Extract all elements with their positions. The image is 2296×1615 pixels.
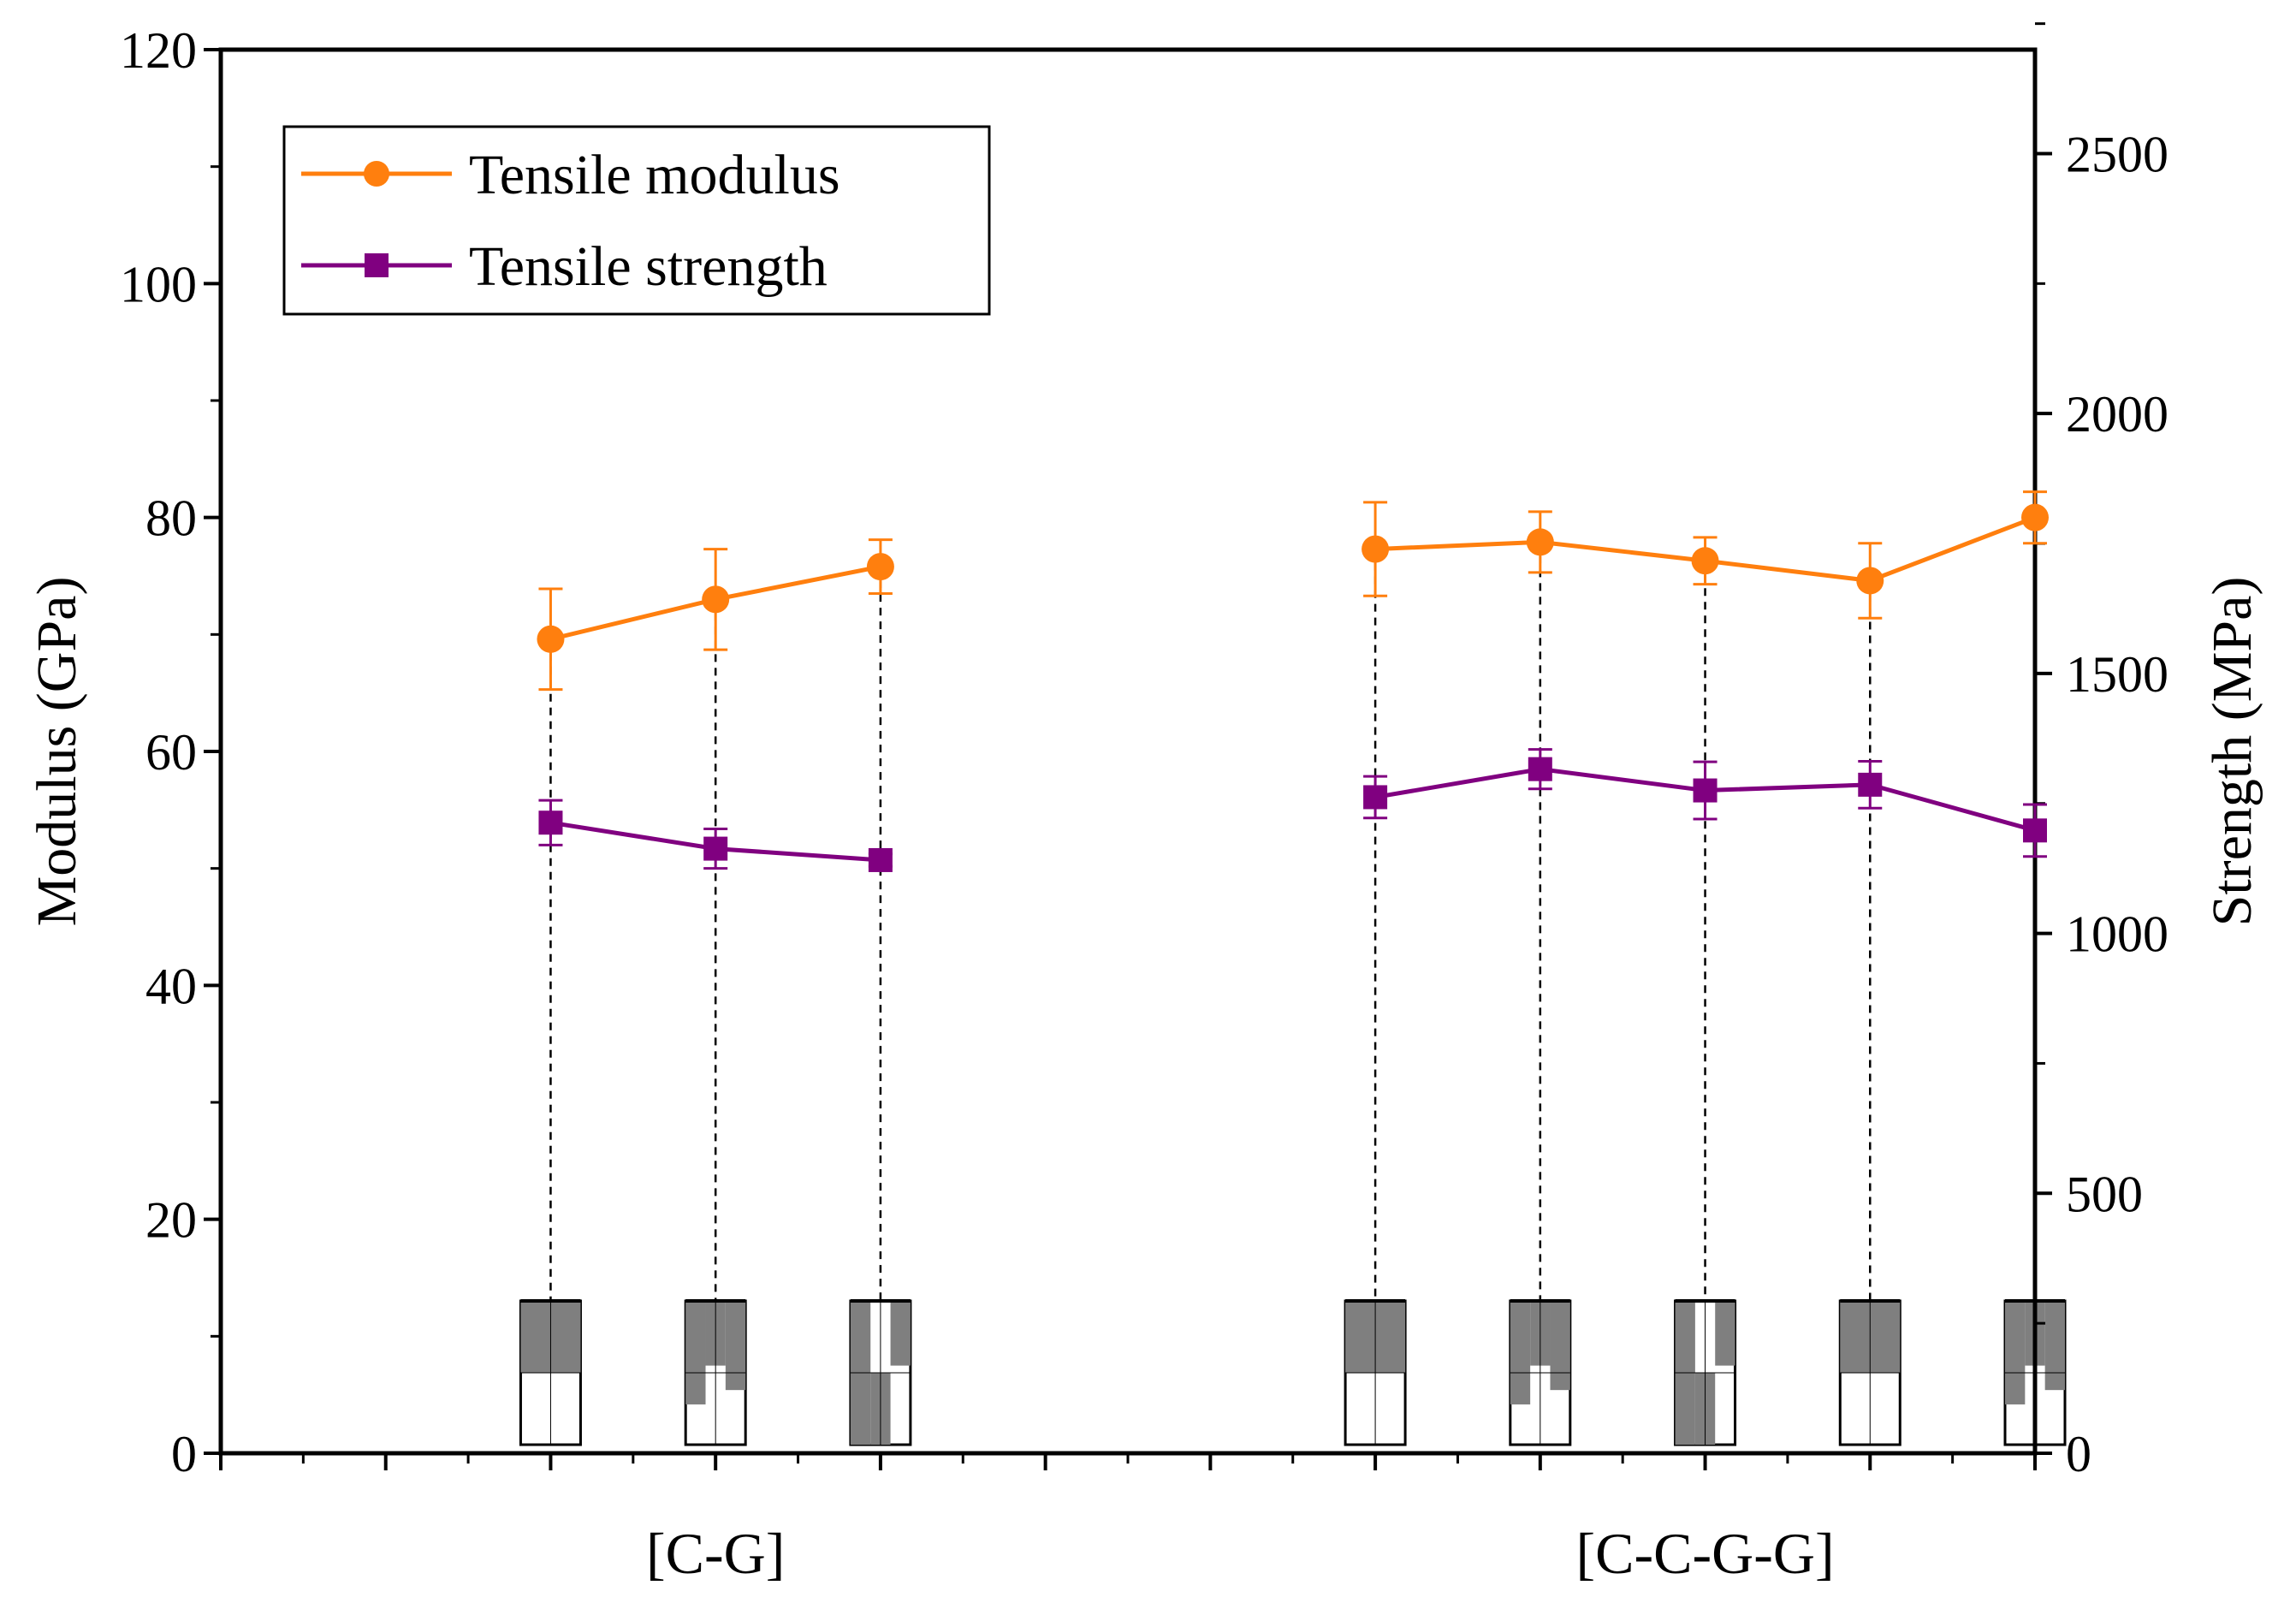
right-tick-label: 0: [2066, 1426, 2091, 1482]
legend-marker-strength: [365, 253, 389, 277]
left-y-axis: 0 20 40 60 80 100 120: [120, 22, 221, 1482]
legend-marker-modulus: [364, 161, 389, 187]
data-point-modulus: [1362, 535, 1390, 563]
data-point-strength: [1858, 772, 1883, 797]
layup-schematic: [684, 1299, 747, 1446]
data-point-strength: [703, 836, 728, 861]
data-point-modulus: [537, 625, 565, 653]
left-tick-label: 0: [171, 1426, 197, 1482]
data-point-strength: [868, 847, 893, 872]
layup-schematic: [849, 1299, 912, 1446]
left-tick-label: 60: [145, 724, 197, 781]
left-tick-label: 80: [145, 490, 197, 547]
data-point-modulus: [1526, 528, 1554, 556]
right-tick-label: 500: [2066, 1166, 2143, 1222]
layup-schematic: [1674, 1299, 1737, 1446]
layup-schematics: [519, 1299, 2067, 1446]
schematic-carbon-block: [1550, 1301, 1570, 1391]
legend: Tensile modulus Tensile strength: [282, 125, 991, 316]
data-point-modulus: [702, 585, 730, 614]
layup-schematic: [1838, 1299, 1901, 1446]
drop-lines: [549, 517, 2037, 1301]
legend-label-modulus: Tensile modulus: [469, 144, 840, 206]
data-point-strength: [538, 810, 563, 835]
left-tick-label: 40: [145, 958, 197, 1014]
data-point-modulus: [1856, 567, 1884, 595]
left-axis-title: Modulus (GPa): [26, 577, 88, 927]
layup-schematic: [1344, 1299, 1407, 1446]
right-tick-label: 1000: [2066, 906, 2168, 963]
schematic-carbon-block: [1715, 1301, 1735, 1366]
schematic-carbon-block: [2005, 1301, 2026, 1404]
group-label-c-g: [C-G]: [646, 1521, 785, 1586]
data-point-modulus: [1691, 547, 1719, 575]
schematic-carbon-block: [1510, 1301, 1531, 1404]
data-point-strength: [1693, 778, 1718, 803]
left-tick-label: 120: [120, 22, 197, 79]
group-label-c-c-g-g: [C-C-G-G]: [1575, 1521, 1834, 1586]
right-y-axis: 0 500 1000 1500 2000 2500: [2035, 22, 2168, 1482]
schematic-carbon-block: [890, 1301, 911, 1366]
layup-schematic: [1509, 1299, 1572, 1446]
left-tick-label: 20: [145, 1192, 197, 1249]
x-axis: [219, 1453, 2037, 1470]
schematic-carbon-block: [2044, 1301, 2065, 1391]
data-point-modulus: [2021, 503, 2049, 531]
right-tick-label: 2000: [2066, 386, 2168, 442]
schematic-carbon-block: [685, 1301, 706, 1404]
layup-schematic: [519, 1299, 582, 1446]
series-layer: [537, 490, 2049, 872]
left-tick-label: 100: [120, 256, 197, 312]
schematic-carbon-block: [725, 1301, 746, 1391]
legend-label-strength: Tensile strength: [469, 235, 828, 298]
data-point-strength: [2023, 818, 2047, 843]
right-tick-label: 1500: [2066, 646, 2168, 703]
data-point-strength: [1363, 785, 1388, 810]
data-point-modulus: [866, 553, 894, 581]
right-axis-title: Strength (MPa): [2201, 577, 2263, 927]
right-tick-label: 2500: [2066, 126, 2168, 182]
data-point-strength: [1528, 757, 1552, 781]
legend-box: [282, 125, 991, 316]
